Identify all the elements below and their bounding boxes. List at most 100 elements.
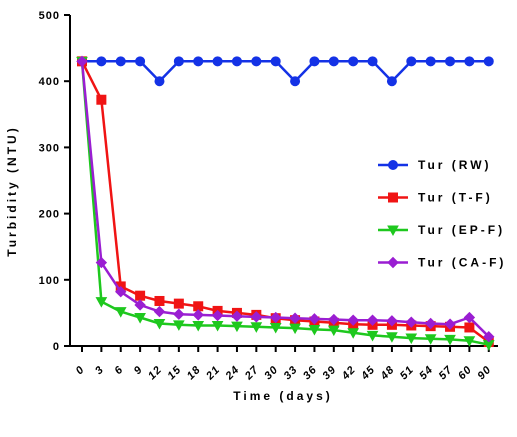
legend-item: Tur (RW) (378, 158, 489, 172)
x-tick-label: 15 (165, 364, 184, 383)
x-tick-label: 48 (378, 364, 397, 383)
x-tick-label: 3 (93, 364, 107, 378)
x-tick-label: 6 (112, 364, 126, 378)
data-point (231, 56, 242, 67)
data-point (211, 320, 224, 332)
data-point (348, 56, 359, 67)
series-line (80, 61, 490, 338)
data-point (347, 328, 360, 339)
x-tick-label: 45 (358, 364, 377, 383)
legend-label: Tur (CA-F) (418, 256, 506, 270)
series-2 (76, 56, 495, 351)
data-point (463, 336, 476, 347)
y-tick-label: 100 (39, 275, 60, 287)
data-point (386, 76, 397, 87)
data-point (386, 332, 398, 343)
x-tick-label: 42 (339, 364, 358, 383)
data-point (173, 298, 184, 309)
x-axis-title: Time (days) (233, 389, 332, 403)
y-axis-title: Turbidity (NTU) (5, 125, 19, 256)
y-tick-label: 300 (39, 142, 60, 154)
data-point (483, 331, 495, 343)
data-point (327, 325, 340, 337)
legend-marker (388, 192, 398, 203)
y-tick-label: 0 (53, 341, 60, 353)
data-point (444, 318, 456, 330)
legend-label: Tur (EP-F) (418, 223, 505, 237)
data-point (114, 307, 127, 318)
series-line (82, 60, 489, 83)
data-point (308, 313, 321, 325)
data-point (193, 56, 204, 67)
data-point (212, 56, 223, 67)
data-point (445, 56, 456, 67)
data-point (173, 56, 184, 67)
data-point (135, 56, 146, 67)
data-point (269, 322, 282, 334)
x-tick-label: 21 (203, 364, 222, 383)
data-point (347, 314, 359, 326)
data-point (366, 330, 379, 342)
legend-item: Tur (T-F) (378, 191, 493, 205)
x-tick-label: 39 (320, 364, 339, 383)
x-tick-label: 57 (437, 364, 456, 383)
data-point (289, 312, 301, 324)
data-point (134, 299, 146, 311)
x-tick-label: 24 (223, 364, 242, 383)
data-point (425, 56, 436, 67)
x-tick-label: 51 (398, 364, 417, 383)
data-point (464, 322, 475, 333)
data-point (463, 311, 476, 324)
data-point (96, 56, 107, 67)
data-point (424, 334, 437, 345)
legend-marker (387, 225, 399, 237)
data-point (464, 56, 475, 67)
legend-marker (388, 160, 398, 170)
data-point (270, 56, 281, 67)
data-point (289, 323, 301, 335)
data-point (95, 256, 108, 269)
legend: Tur (RW) Tur (T-F) Tur (EP-F) Tur (CA-F) (378, 158, 506, 270)
data-point (386, 315, 398, 327)
data-point (366, 314, 379, 326)
data-point (115, 286, 127, 298)
y-tick-label: 400 (39, 76, 60, 88)
data-point (154, 76, 165, 87)
data-point (173, 308, 185, 320)
x-tick-label: 0 (74, 364, 88, 378)
data-point (269, 311, 282, 324)
data-point (328, 313, 340, 326)
series-3 (76, 55, 495, 343)
data-point (192, 309, 204, 321)
data-point (309, 56, 320, 67)
legend-item: Tur (CA-F) (378, 256, 506, 270)
x-tick-label: 12 (146, 364, 165, 383)
data-point (76, 55, 88, 68)
data-point (211, 309, 224, 322)
x-tick-label: 36 (301, 364, 320, 383)
data-point (367, 56, 378, 67)
data-point (328, 56, 339, 67)
data-point (154, 295, 165, 306)
x-tick-label: 18 (185, 364, 204, 383)
y-tick-label: 200 (39, 209, 60, 221)
data-point (231, 321, 243, 333)
series-layer (76, 55, 495, 351)
data-point (135, 290, 146, 301)
data-point (96, 94, 107, 105)
data-point (405, 333, 418, 345)
series-line (80, 61, 490, 346)
data-point (134, 313, 146, 324)
data-point (406, 56, 417, 67)
series-line (80, 60, 490, 344)
x-tick-label: 9 (132, 364, 146, 378)
data-point (153, 318, 166, 330)
x-tick-label: 54 (417, 364, 436, 383)
legend-marker (387, 256, 399, 269)
legend-label: Tur (T-F) (418, 191, 493, 205)
data-point (405, 316, 417, 328)
legend-item: Tur (EP-F) (378, 223, 505, 237)
data-point (192, 320, 205, 332)
x-tick-label: 27 (242, 364, 261, 383)
